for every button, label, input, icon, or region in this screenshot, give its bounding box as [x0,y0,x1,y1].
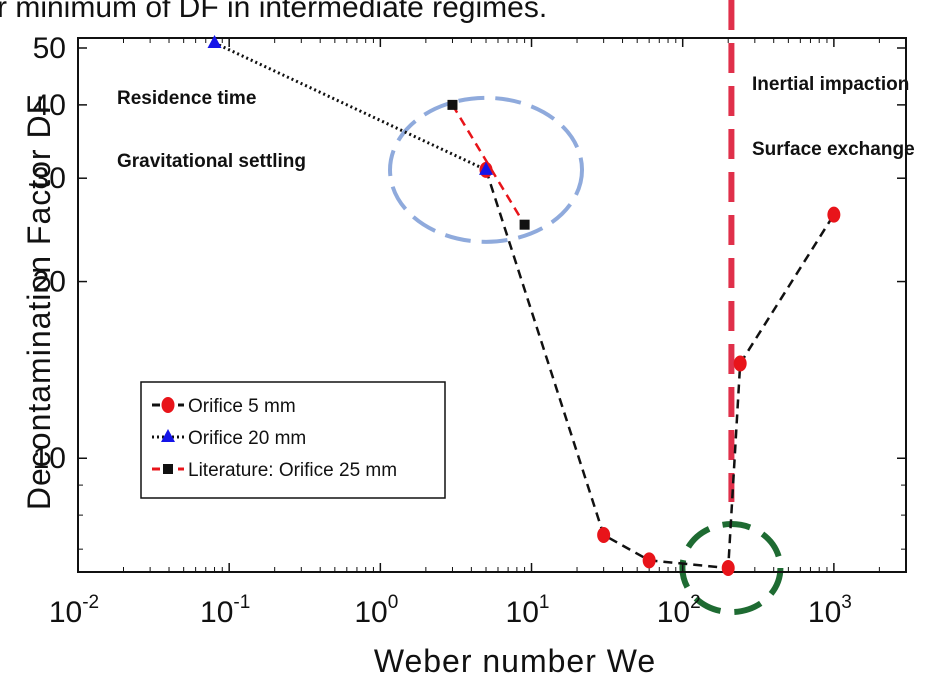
legend-label: Orifice 5 mm [188,396,296,417]
legend-marker [163,464,173,474]
series-3-point [519,219,530,230]
legend-marker [161,429,175,442]
series-markers [207,34,841,577]
series-1-point [597,526,611,543]
top-caption: r minimum of DF in intermediate regimes. [0,0,547,24]
y-tick-label: 40 [33,89,66,122]
legend: Orifice 5 mm Orifice 20 mm Literature: Ori… [140,381,446,499]
axis-ticks: 10-2 10-1 100 101 102 103 10 20 30 40 50 [33,32,906,629]
x-tick-label: 10-2 [49,592,99,629]
annotation-surface-exchange: Surface exchange [752,139,915,160]
highlight-circles [388,95,784,616]
series-1-point [733,355,747,372]
legend-marker [161,397,175,413]
x-tick-label: 101 [506,592,550,629]
series-3-point [447,99,458,110]
series-lines [213,41,835,570]
annotation-residence-time: Residence time [117,88,256,109]
series-1-point [721,560,735,577]
series-2-point [479,161,494,175]
x-tick-label: 103 [808,592,852,629]
annotation-gravitational-settling: Gravitational settling [117,151,306,172]
y-tick-label: 20 [33,266,66,299]
legend-label: Orifice 20 mm [188,428,306,449]
series-line-3 [451,104,526,226]
y-tick-label: 50 [33,32,66,65]
legend-box [140,381,446,499]
x-tick-label: 100 [354,592,398,629]
series-1-point [827,206,841,223]
legend-label: Literature: Orifice 25 mm [188,460,397,481]
highlight-circle-blue [388,95,585,244]
x-axis-title: Weber number We [374,643,656,679]
y-tick-label: 30 [33,162,66,195]
plot-frame [77,37,907,573]
series-1-point [642,552,656,569]
y-axis-title: Decontamination Factor DF [21,94,57,510]
annotations: Residence time Gravitational settling In… [117,74,915,172]
series-line-1 [484,169,835,570]
x-tick-label: 10-1 [200,592,250,629]
annotation-inertial-impaction: Inertial impaction [752,74,909,95]
series-2-point [207,34,222,48]
x-tick-label: 102 [657,592,701,629]
y-tick-label: 10 [33,442,66,475]
